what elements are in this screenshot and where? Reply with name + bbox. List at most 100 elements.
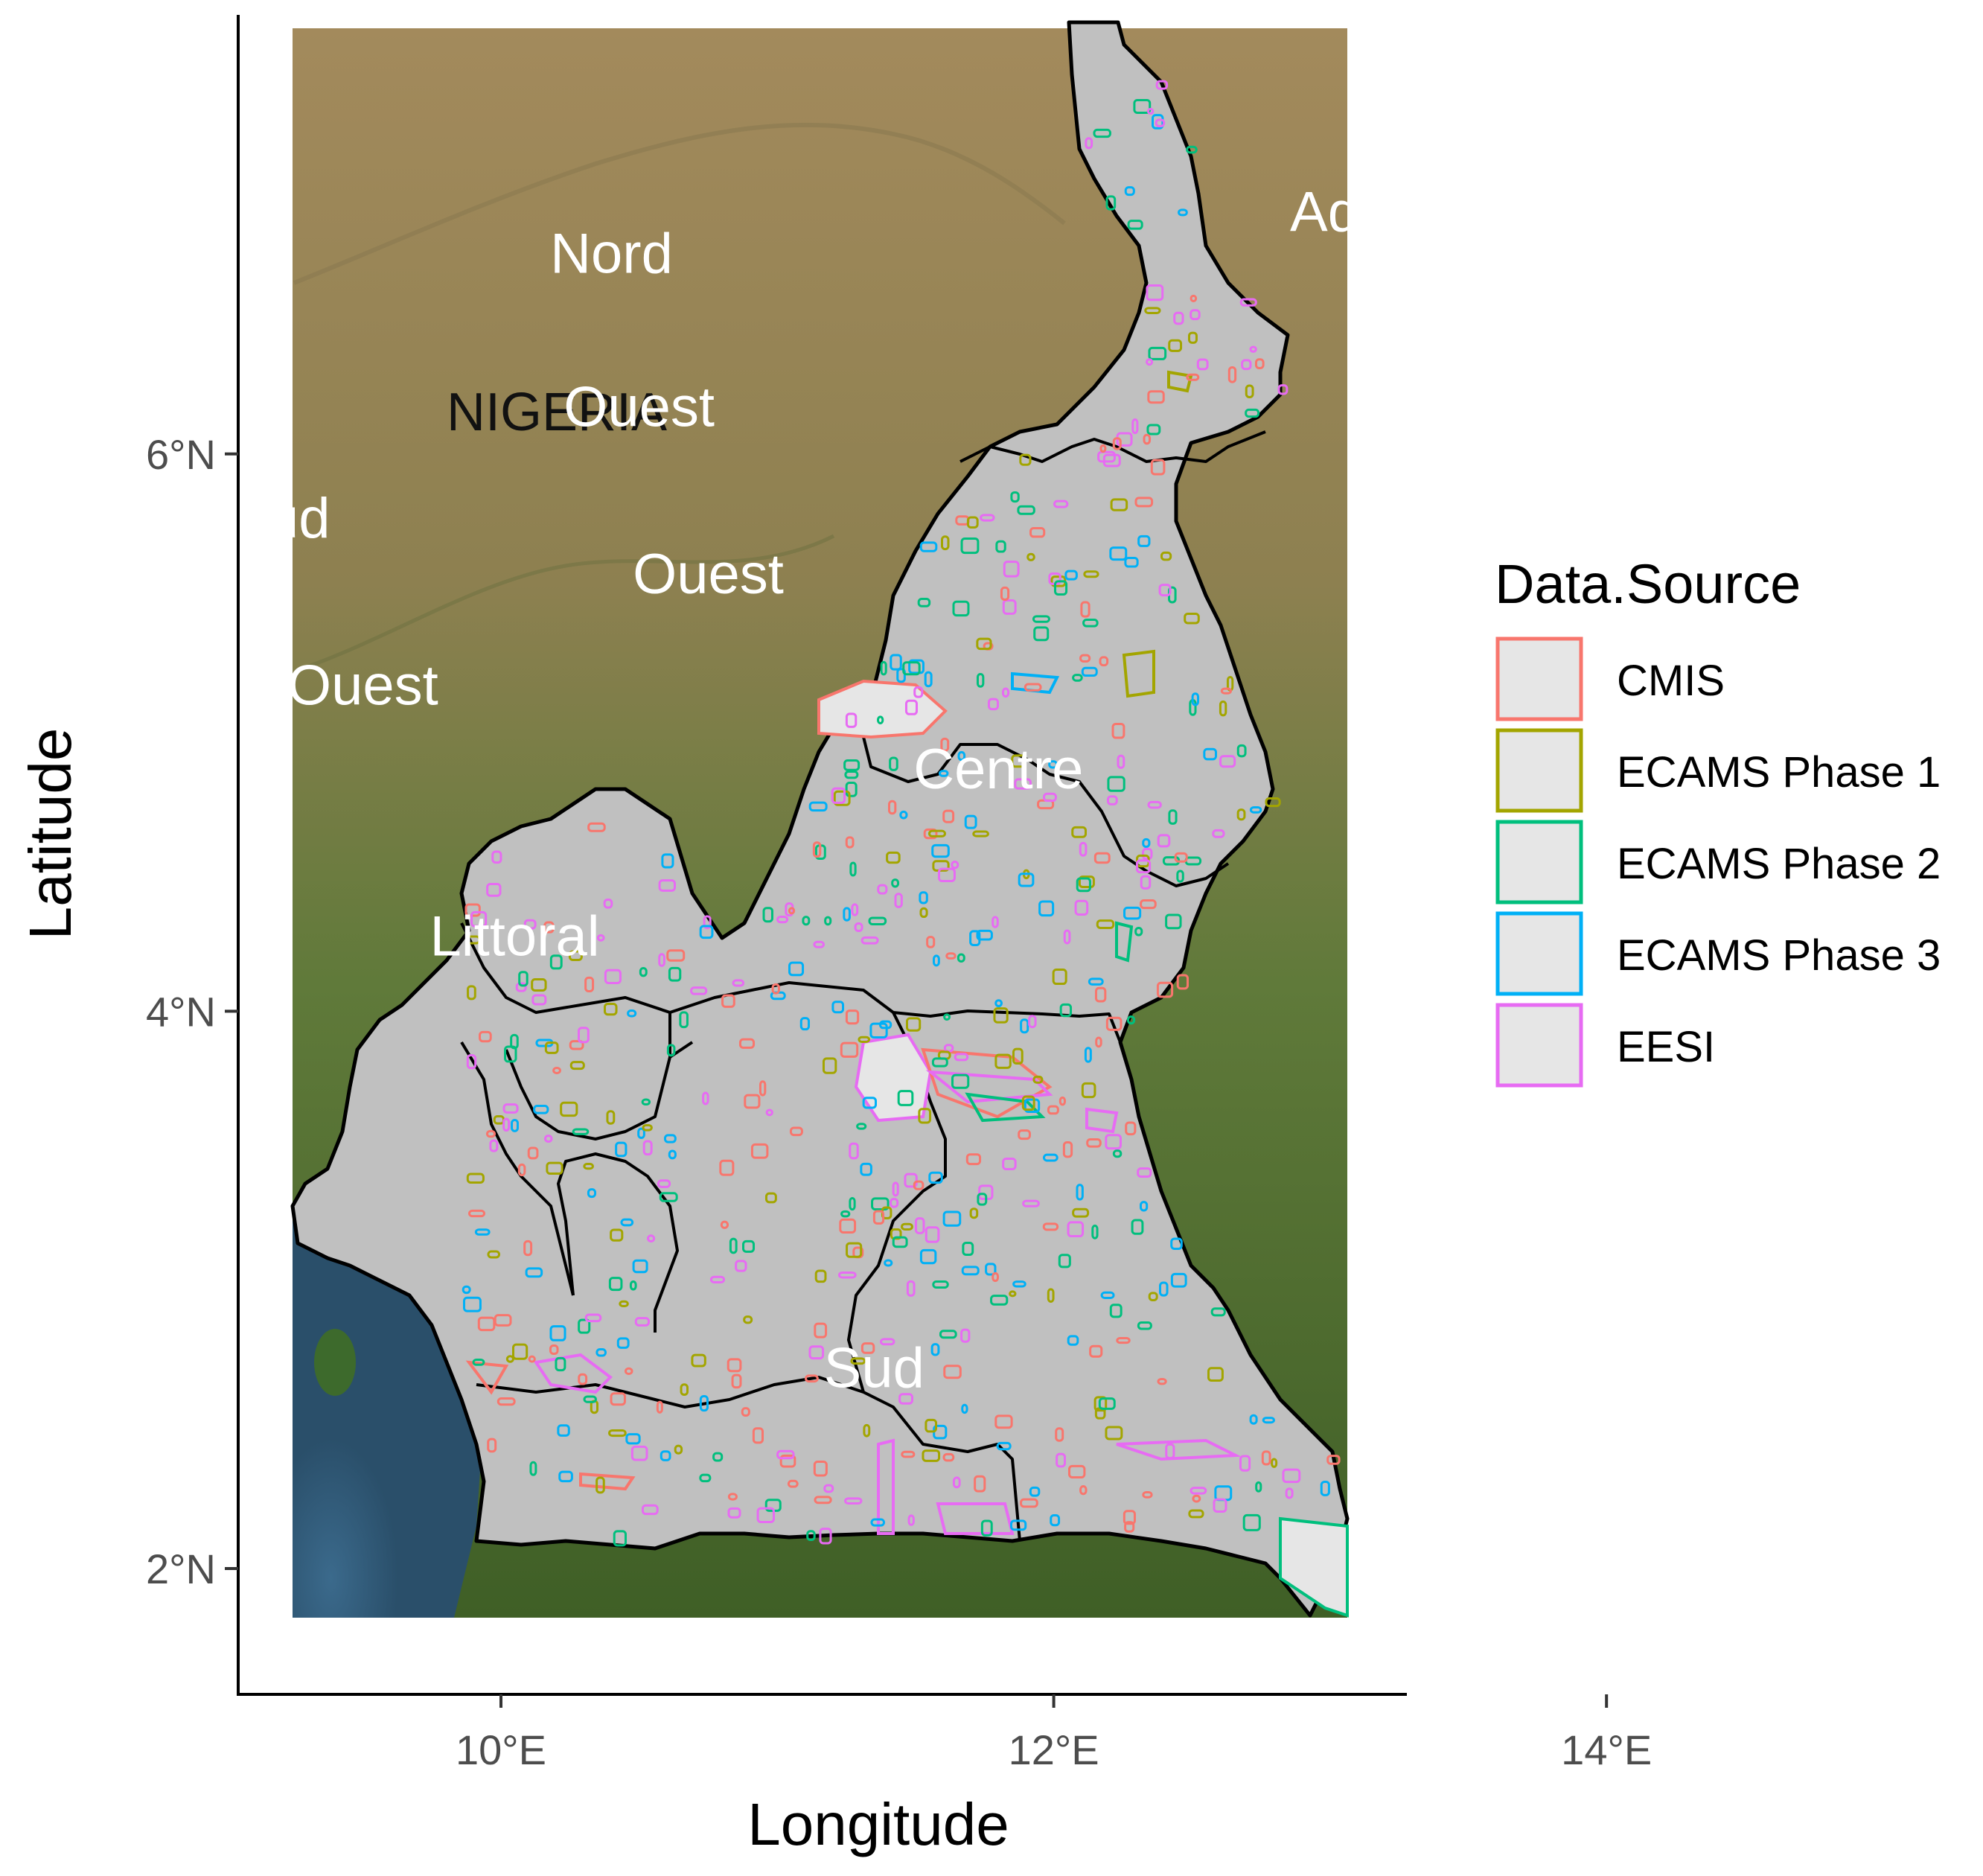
source-patch — [886, 851, 901, 864]
source-patch — [1012, 1280, 1026, 1288]
country-label-nigeria: NIGERIA — [447, 383, 667, 442]
source-patch — [680, 1383, 689, 1396]
source-patch — [1142, 847, 1153, 861]
source-patch — [1158, 584, 1172, 597]
x-axis-title: Longitude — [747, 1791, 1009, 1857]
source-patch — [629, 1280, 637, 1291]
source-patch — [1142, 1491, 1153, 1499]
source-patch — [960, 537, 980, 555]
source-patch — [616, 1337, 630, 1349]
source-patch — [922, 1449, 941, 1462]
source-patch — [1053, 500, 1069, 508]
source-patch — [823, 1484, 834, 1493]
source-patch — [901, 1450, 916, 1458]
source-patch — [990, 1295, 1009, 1306]
legend-title: Data.Source — [1495, 553, 1801, 615]
source-patch — [584, 976, 595, 992]
source-patch — [849, 1142, 859, 1160]
source-patch — [578, 1318, 591, 1334]
source-patch — [964, 814, 977, 829]
source-patch — [529, 1461, 537, 1476]
source-patch — [904, 699, 919, 715]
source-patch — [1003, 561, 1020, 578]
source-patch — [942, 809, 955, 823]
source-patch — [1000, 586, 1010, 601]
source-patch — [808, 801, 828, 812]
source-patch — [1001, 687, 1010, 698]
source-patch — [674, 1444, 683, 1455]
source-patch — [1144, 307, 1161, 314]
source-patch — [604, 969, 622, 984]
source-patch — [1190, 1487, 1207, 1495]
source-patch — [1071, 826, 1088, 838]
source-patch — [814, 1496, 832, 1505]
source-patch — [1019, 453, 1032, 466]
source-patch — [1148, 1292, 1158, 1301]
source-patch — [996, 1441, 1012, 1451]
source-patch — [980, 1519, 993, 1537]
source-patch — [543, 1135, 553, 1143]
source-patch — [752, 1427, 764, 1444]
source-patch — [637, 1127, 645, 1140]
source-patch — [1116, 1337, 1131, 1344]
source-patch — [806, 1530, 816, 1541]
source-patch — [994, 999, 1003, 1008]
source-patch — [1072, 1207, 1090, 1218]
source-patch — [485, 1129, 496, 1138]
source-patch — [1131, 1219, 1144, 1235]
source-patch — [976, 929, 993, 941]
source-patch — [572, 1128, 590, 1135]
source-patch — [720, 1220, 729, 1229]
source-patch — [1137, 1167, 1152, 1178]
source-patch — [1074, 899, 1089, 916]
source-patch — [496, 1397, 516, 1406]
source-patch — [1239, 1455, 1251, 1472]
source-patch — [668, 1149, 677, 1160]
source-patch — [951, 860, 959, 870]
source-patch — [849, 861, 857, 877]
source-patch — [913, 686, 924, 698]
source-patch — [1159, 1281, 1169, 1297]
source-patch — [691, 1353, 706, 1368]
region-label: Sud — [824, 1337, 925, 1400]
source-patch — [1184, 613, 1200, 625]
source-patch — [850, 1357, 866, 1365]
source-patch — [843, 759, 860, 771]
source-patch — [624, 1367, 633, 1375]
source-patch — [813, 1461, 828, 1477]
source-patch — [1262, 1417, 1275, 1424]
source-patch — [1117, 754, 1125, 769]
source-patch — [1105, 1016, 1123, 1031]
source-patch — [470, 910, 488, 928]
source-patch — [528, 1355, 536, 1363]
source-patch — [1050, 1514, 1061, 1527]
boundary-littoral — [557, 1152, 679, 1333]
source-patch — [1042, 1153, 1058, 1162]
source-patch — [1012, 1047, 1024, 1065]
source-patch — [1076, 877, 1091, 893]
source-patch — [610, 1392, 626, 1406]
source-patch — [932, 1280, 949, 1289]
source-patch — [699, 1395, 709, 1412]
source-patch — [1081, 1082, 1096, 1099]
source-patch — [1047, 1105, 1059, 1115]
source-patch — [1026, 552, 1035, 561]
river-niger — [297, 534, 835, 672]
source-patch — [1131, 418, 1139, 435]
source-patch — [1124, 186, 1135, 197]
source-patch — [1063, 929, 1071, 945]
source-patch — [899, 810, 908, 820]
source-patch — [1150, 459, 1166, 476]
source-patch — [1109, 1304, 1123, 1318]
source-patch — [699, 1473, 712, 1483]
source-patch — [661, 853, 674, 869]
source-patch — [1043, 792, 1057, 803]
source-patch — [840, 1041, 859, 1058]
source-patch — [1021, 1095, 1035, 1111]
source-patch — [533, 1105, 549, 1114]
source-patch — [1038, 900, 1055, 917]
source-patch — [1168, 809, 1178, 825]
source-patch — [887, 800, 897, 815]
source-patch — [1320, 1481, 1330, 1496]
source-patch — [890, 1198, 899, 1208]
